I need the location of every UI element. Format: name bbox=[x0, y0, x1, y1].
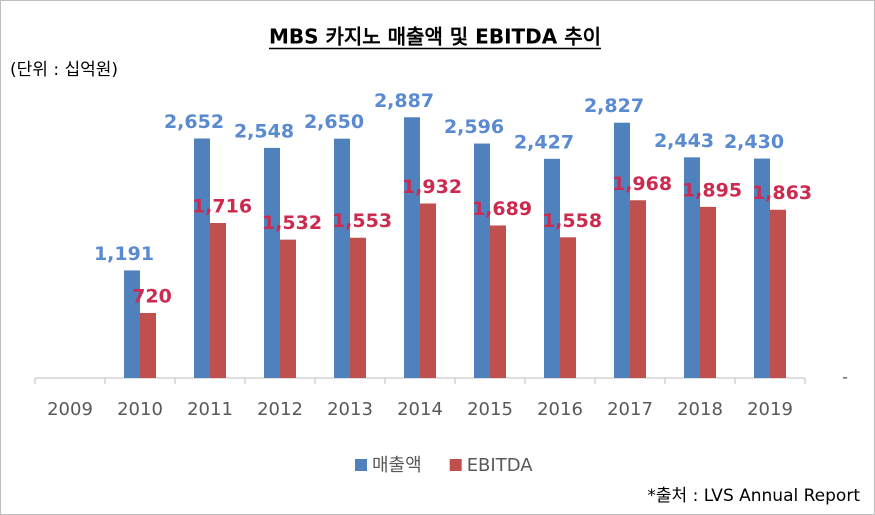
bar bbox=[350, 237, 366, 378]
bar bbox=[560, 237, 576, 378]
value-label: 2,548 bbox=[234, 120, 294, 142]
y-tick-label: - bbox=[842, 368, 848, 387]
bar bbox=[770, 209, 786, 378]
bar bbox=[684, 157, 700, 378]
value-label: 1,968 bbox=[612, 173, 672, 195]
bar bbox=[264, 147, 280, 378]
value-label: 2,827 bbox=[584, 95, 644, 117]
value-label: 1,895 bbox=[682, 179, 742, 201]
bar bbox=[544, 158, 560, 378]
source-note: *출처 : LVS Annual Report bbox=[647, 486, 860, 506]
value-label: 2,887 bbox=[374, 90, 434, 112]
value-label: 720 bbox=[132, 285, 172, 307]
bar bbox=[404, 117, 420, 378]
x-tick-label: 2011 bbox=[187, 399, 233, 420]
x-tick-label: 2015 bbox=[467, 399, 513, 420]
value-label: 1,191 bbox=[94, 243, 154, 265]
x-tick-label: 2012 bbox=[257, 399, 303, 420]
value-label: 1,863 bbox=[752, 182, 812, 204]
value-label: 1,716 bbox=[192, 196, 252, 218]
value-label: 1,553 bbox=[332, 210, 392, 232]
bar bbox=[334, 138, 350, 378]
bar bbox=[490, 225, 506, 378]
bar bbox=[194, 138, 210, 378]
value-label: 2,443 bbox=[654, 130, 714, 152]
x-tick-label: 2014 bbox=[397, 399, 443, 420]
value-label: 2,427 bbox=[514, 131, 574, 153]
x-tick-label: 2016 bbox=[537, 399, 583, 420]
bar bbox=[420, 203, 436, 378]
x-tick-label: 2009 bbox=[47, 399, 93, 420]
unit-note: (단위 : 십억원) bbox=[10, 60, 118, 80]
x-tick-label: 2017 bbox=[607, 399, 653, 420]
value-label: 1,532 bbox=[262, 212, 322, 234]
legend-label: 매출액 bbox=[372, 455, 422, 476]
bar bbox=[754, 158, 770, 378]
legend-label: EBITDA bbox=[467, 455, 534, 476]
bar bbox=[280, 239, 296, 378]
value-label: 2,650 bbox=[304, 111, 364, 133]
bar bbox=[630, 200, 646, 378]
value-label: 2,652 bbox=[164, 111, 224, 133]
value-label: 1,932 bbox=[402, 176, 462, 198]
legend-swatch bbox=[355, 459, 367, 471]
legend-swatch bbox=[449, 459, 462, 471]
chart-title: MBS 카지노 매출액 및 EBITDA 추이 bbox=[269, 25, 601, 49]
bar bbox=[700, 206, 716, 378]
bar bbox=[140, 312, 156, 378]
x-tick-label: 2010 bbox=[117, 399, 163, 420]
x-tick-label: 2013 bbox=[327, 399, 373, 420]
bar bbox=[614, 122, 630, 379]
value-label: 1,689 bbox=[472, 198, 532, 220]
bar bbox=[210, 223, 226, 378]
value-label: 2,430 bbox=[724, 131, 784, 153]
x-tick-label: 2018 bbox=[677, 399, 723, 420]
value-label: 2,596 bbox=[444, 116, 504, 138]
bar bbox=[124, 270, 140, 378]
bar bbox=[474, 143, 490, 378]
x-tick-label: 2019 bbox=[747, 399, 793, 420]
value-label: 1,558 bbox=[542, 210, 602, 232]
